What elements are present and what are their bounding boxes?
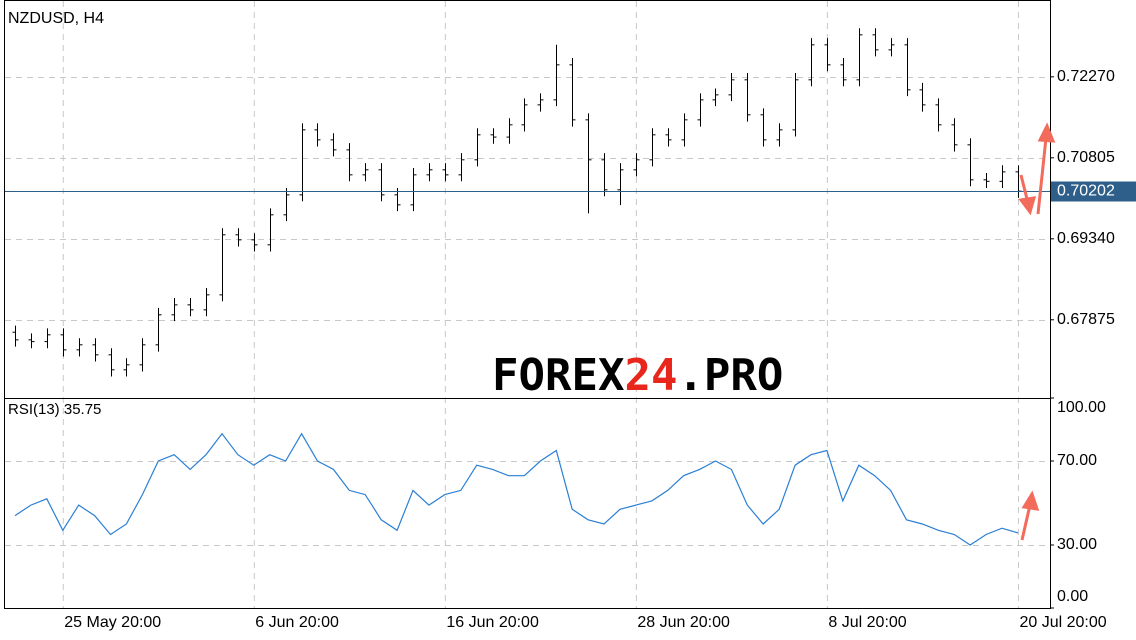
ohlc-bar (681, 113, 688, 147)
ohlc-bar (521, 98, 528, 132)
ohlc-bar (219, 228, 226, 302)
ohlc-bar (967, 138, 974, 187)
ohlc-bar (299, 123, 306, 202)
ohlc-bar (155, 307, 162, 352)
arrow-up (1036, 137, 1048, 215)
watermark-part: FOREX (492, 350, 624, 401)
y-tick-label: 0.00 (1057, 588, 1088, 605)
ohlc-bar (283, 187, 290, 222)
ohlc-bar (12, 325, 19, 347)
ohlc-bar (426, 163, 433, 182)
arrow-up (1020, 504, 1032, 541)
plot-frame (4, 0, 1051, 609)
ohlc-bar (44, 328, 51, 349)
chart-title: NZDUSD, H4 (8, 10, 104, 27)
last-price-box (1050, 181, 1136, 202)
ohlc-bar (792, 72, 799, 137)
ohlc-bar (410, 168, 417, 212)
ohlc-bar (728, 72, 735, 102)
ohlc-bar (951, 118, 958, 152)
ohlc-bar (235, 228, 242, 247)
y-tick-label: 70.00 (1057, 452, 1097, 469)
ohlc-bar (665, 128, 672, 147)
x-tick-label: 16 Jun 20:00 (446, 614, 539, 631)
ohlc-bar (649, 128, 656, 167)
ohlc-bar (712, 88, 719, 107)
watermark-part: 24 (624, 350, 677, 401)
ohlc-bar (919, 82, 926, 112)
indicator-value: 35.75 (64, 401, 102, 418)
ohlc-bar (697, 93, 704, 127)
ohlc-bar (187, 297, 194, 317)
y-tick-label: 100.00 (1057, 399, 1106, 416)
ohlc-bar (776, 123, 783, 147)
ohlc-bar (983, 173, 990, 188)
ohlc-bar (490, 128, 497, 144)
ohlc-bar (856, 28, 863, 87)
ohlc-bar (553, 44, 560, 107)
ohlc-bar (760, 108, 767, 147)
arrow-head (1037, 122, 1056, 143)
ohlc-bar (808, 38, 815, 87)
indicator-name: RSI(13) (8, 401, 60, 418)
y-tick-label: 0.70805 (1057, 149, 1115, 166)
arrow-head (1021, 490, 1040, 511)
x-tick-label: 8 Jul 20:00 (828, 614, 906, 631)
ohlc-bar (171, 297, 178, 322)
indicator-label: RSI(13) 35.75 (8, 401, 101, 418)
annotation-arrows (1018, 122, 1056, 541)
ohlc-bar (537, 93, 544, 112)
x-tick-label: 6 Jun 20:00 (255, 614, 339, 631)
watermark: FOREX24.PRO (492, 350, 783, 401)
ohlc-bar (840, 58, 847, 87)
ohlc-bar (601, 153, 608, 197)
ohlc-bar (617, 163, 624, 206)
ohlc-bar (872, 28, 879, 57)
ohlc-bar (569, 58, 576, 127)
layers: 25 May 20:00 6 Jun 20:00 16 Jun 20:00 28 Ju… (5, 1, 1136, 631)
x-tick-label: 28 Jun 20:00 (637, 614, 730, 631)
ohlc-bar (474, 128, 481, 167)
ohlc-bar (108, 348, 115, 377)
ohlc-bar (139, 338, 146, 372)
y-tick-label: 0.72270 (1057, 68, 1115, 85)
x-tick-label: 20 Jul 20:00 (1019, 614, 1106, 631)
ohlc-bar (76, 338, 83, 357)
ohlc-bar (346, 143, 353, 182)
x-tick-label: 25 May 20:00 (64, 614, 161, 631)
ohlc-bar (999, 165, 1006, 188)
rsi-line (14, 432, 1019, 546)
last-price-label: 0.70202 (1057, 183, 1115, 200)
ohlc-bar (904, 38, 911, 97)
ohlc-bar (28, 333, 35, 349)
ohlc-bar (203, 287, 210, 317)
ohlc-bar (92, 338, 99, 362)
watermark-part: .PRO (677, 350, 783, 401)
ohlc-bar (314, 123, 321, 147)
y-tick-label: 0.69340 (1057, 230, 1115, 247)
ohlc-bar (123, 358, 130, 377)
ohlc-bar (378, 163, 385, 202)
ohlc-bar (935, 98, 942, 132)
ohlc-bar (458, 153, 465, 182)
ohlc-bar (267, 208, 274, 252)
arrow-head (1018, 196, 1037, 216)
y-tick-label: 30.00 (1057, 536, 1097, 553)
ohlc-bar (633, 153, 640, 177)
ohlc-bar (330, 133, 337, 157)
ohlc-bar (585, 113, 592, 214)
ohlc-bar (251, 233, 258, 252)
ohlc-bar (60, 328, 67, 357)
ohlc-bar (744, 72, 751, 122)
ohlc-bar (362, 163, 369, 182)
ohlc-bar (442, 163, 449, 182)
ohlc-bar (888, 38, 895, 57)
ohlc-bar (824, 38, 831, 72)
ohlc-bar (506, 118, 513, 144)
y-tick-label: 0.67875 (1057, 311, 1115, 328)
